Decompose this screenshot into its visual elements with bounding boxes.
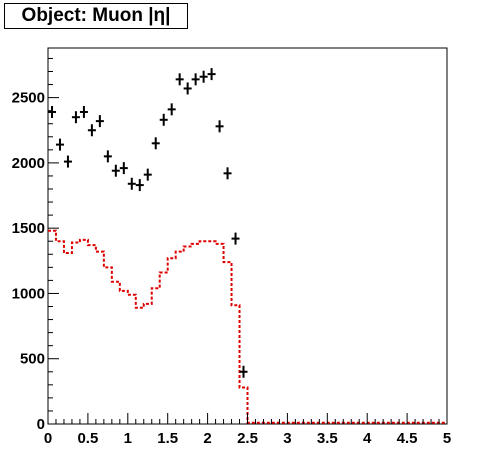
data-point xyxy=(231,232,240,245)
data-point xyxy=(127,177,136,190)
data-point xyxy=(71,111,80,124)
data-point xyxy=(183,82,192,95)
data-point xyxy=(79,105,88,118)
histogram-line xyxy=(48,229,447,424)
data-point xyxy=(151,137,160,150)
data-point xyxy=(223,167,232,180)
data-point xyxy=(103,150,112,163)
chart-title-text: Object: Muon |η| xyxy=(21,5,171,26)
data-point xyxy=(207,68,216,81)
data-point xyxy=(135,179,144,192)
y-tick-label: 2500 xyxy=(12,90,45,107)
x-tick-label: 2 xyxy=(203,430,211,447)
x-tick-label: 1.5 xyxy=(157,430,178,447)
data-point xyxy=(191,73,200,86)
x-tick-label: 3.5 xyxy=(317,430,338,447)
data-points-series xyxy=(47,68,248,378)
y-tick-label: 0 xyxy=(37,416,45,433)
y-tick-label: 1500 xyxy=(12,220,45,237)
data-point xyxy=(215,120,224,133)
y-tick-label: 2000 xyxy=(12,155,45,172)
x-tick-label: 0 xyxy=(44,430,52,447)
data-point xyxy=(175,73,184,86)
x-tick-label: 0.5 xyxy=(77,430,98,447)
data-point xyxy=(167,103,176,116)
data-point xyxy=(143,168,152,181)
x-tick-label: 1 xyxy=(124,430,132,447)
data-point xyxy=(159,113,168,126)
plot-frame xyxy=(47,47,448,425)
data-point xyxy=(111,164,120,177)
x-tick-label: 2.5 xyxy=(237,430,258,447)
data-point xyxy=(239,365,248,378)
y-tick-label: 500 xyxy=(20,351,45,368)
data-point xyxy=(95,115,104,128)
data-point xyxy=(87,124,96,137)
histogram-series xyxy=(48,229,447,424)
data-point xyxy=(47,105,56,118)
data-point xyxy=(119,162,128,175)
axes: 0 0.5 1 1.5 2 2.5 3 3.5 4 4.5 5 0 500 1000 1500 2000 250… xyxy=(12,57,451,447)
x-tick-label: 3 xyxy=(283,430,291,447)
y-tick-label: 1000 xyxy=(12,285,45,302)
data-point xyxy=(55,138,64,151)
x-tick-label: 5 xyxy=(443,430,451,447)
chart-title: Object: Muon |η| xyxy=(4,3,188,29)
data-point xyxy=(63,155,72,168)
x-tick-label: 4.5 xyxy=(397,430,418,447)
x-tick-label: 4 xyxy=(363,430,372,447)
data-point xyxy=(199,70,208,83)
